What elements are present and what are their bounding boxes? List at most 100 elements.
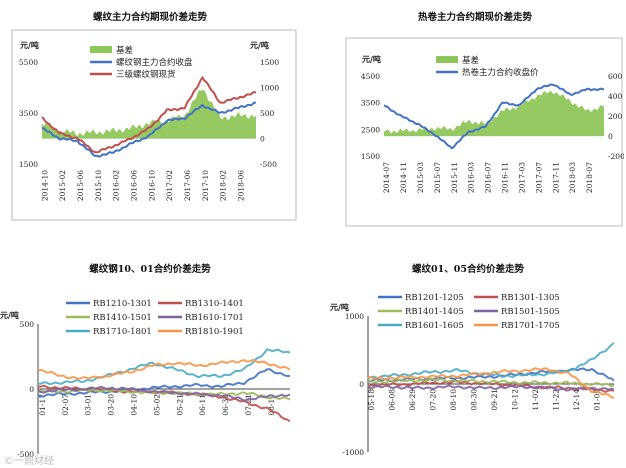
legend-label: 三级螺纹钢现货	[116, 69, 176, 80]
x-tick-label: 2016-07	[484, 162, 493, 193]
legend-swatch	[90, 46, 112, 53]
right-tick-label: -500	[260, 160, 277, 169]
series-line	[41, 75, 257, 154]
watermark: ©一鼎财经	[4, 456, 54, 467]
left-unit-label: 元/吨	[362, 54, 381, 64]
x-tick-label: 06-30	[221, 394, 230, 416]
x-tick-label: 06-11	[198, 394, 207, 416]
legend-label: RB1401-1405	[405, 307, 464, 317]
legend-label: RB1310-1401	[185, 299, 244, 309]
right-tick-label: -200	[608, 152, 624, 161]
series-line	[367, 377, 615, 388]
x-tick-label: 12-14	[572, 389, 581, 411]
series-line	[367, 379, 615, 393]
x-tick-label: 01-05	[593, 389, 602, 411]
x-tick-label: 2014-11	[399, 162, 408, 193]
x-tick-label: 2018-07	[585, 162, 594, 193]
series-line	[367, 384, 615, 392]
x-tick-label: 08-10	[267, 394, 276, 416]
x-tick-label: 2017-02	[165, 170, 174, 201]
x-tick-label: 03-01	[84, 394, 93, 416]
x-tick-label: 2017-11	[551, 162, 560, 193]
left-tick-label: 4500	[361, 72, 380, 81]
left-tick-label: 2500	[361, 125, 380, 134]
x-tick-label: 08-10	[449, 389, 458, 411]
x-tick-label: 2018-03	[568, 162, 577, 193]
series-line	[383, 83, 605, 150]
right-tick-label: 600	[608, 72, 623, 81]
chart-panel-rebar-basis: 螺纹主力合约期现价差走势 5500 3500 1500 1500 1000 500 0 -500…	[0, 0, 300, 235]
x-tick-label: 06-08	[388, 389, 397, 411]
chart-svg: 螺纹01、05合约价差走势 1000 0 -1000 元/吨 05-18 06-08 06-2…	[330, 263, 615, 457]
legend-label: RB1301-1305	[501, 293, 560, 303]
legend-label: RB1810-1901	[185, 327, 244, 337]
x-tick-label: 05-02	[152, 394, 161, 416]
series-line	[367, 367, 615, 399]
right-tick-label: 0	[260, 135, 265, 144]
chart-svg: 热卷主力合约期现价差走势 4500 3500 2500 1500 600 400 200 0 -2…	[345, 11, 625, 227]
legend-label: RB1701-1705	[501, 321, 560, 331]
legend-label: 基差	[116, 45, 133, 56]
x-tick-label: 11-22	[552, 389, 561, 411]
basis-area	[42, 89, 256, 139]
x-tick-label: 2015-07	[433, 162, 442, 193]
series-line	[37, 385, 291, 402]
legend-label: RB1410-1501	[93, 313, 152, 323]
x-tick-label: 2015-06	[76, 170, 85, 201]
right-tick-label: 1000	[260, 84, 279, 93]
chart-frame	[345, 37, 623, 227]
x-tick-label: 05-21	[175, 394, 184, 416]
chart-svg: 螺纹钢10、01合约价差走势 500 0 -500 元/吨 01-17 02-07 03-01…	[0, 263, 291, 459]
left-tick-label: -1000	[342, 448, 364, 457]
x-tick-label: 2015-02	[58, 170, 67, 201]
left-tick-label: 1500	[361, 152, 380, 161]
chart-title: 螺纹主力合约期现价差走势	[93, 11, 208, 23]
x-tick-label: 11-02	[531, 389, 540, 411]
series-line	[38, 348, 291, 386]
x-tick-label: 2016-06	[130, 170, 139, 201]
x-tick-label: 2018-06	[237, 170, 246, 201]
legend-swatch	[436, 56, 458, 63]
x-tick-label: 01-17	[38, 394, 47, 416]
legend-label: 热卷主力合约收盘价	[462, 67, 539, 78]
left-tick-label: 1500	[19, 160, 38, 169]
x-tick-label: 07-20	[429, 389, 438, 411]
left-unit-label: 元/吨	[20, 40, 39, 50]
x-tick-label: 10-12	[511, 389, 520, 411]
x-tick-label: 2017-06	[183, 170, 192, 201]
series-line	[37, 387, 291, 401]
x-tick-label: 2016-02	[112, 170, 121, 201]
x-tick-label: 2015-11	[450, 162, 459, 193]
x-tick-label: 2016-10	[147, 170, 156, 201]
x-tick-label: 02-07	[61, 394, 70, 416]
right-tick-label: 500	[260, 109, 275, 118]
chart-frame	[11, 29, 297, 221]
x-tick-label: 2018-02	[219, 170, 228, 201]
x-tick-label: 2014-07	[382, 162, 391, 193]
series-line	[37, 358, 291, 380]
left-tick-label: 500	[20, 320, 35, 329]
right-tick-label: 400	[608, 92, 623, 101]
series-line	[37, 368, 290, 398]
x-tick-label: 2015-03	[416, 162, 425, 193]
x-tick-label: 03-20	[107, 394, 116, 416]
legend-label: 基差	[462, 55, 479, 66]
legend-label: RB1710-1801	[93, 327, 152, 337]
legend-label: RB1501-1505	[501, 307, 560, 317]
legend-label: RB1201-1205	[405, 293, 464, 303]
x-tick-label: 2017-10	[201, 170, 210, 201]
left-tick-label: 1000	[345, 312, 364, 321]
x-tick-label: 09-21	[490, 389, 499, 411]
right-tick-label: 0	[608, 132, 613, 141]
right-unit-label: 元/吨	[250, 40, 269, 50]
chart-svg: 螺纹主力合约期现价差走势 5500 3500 1500 1500 1000 500 0 -500…	[11, 11, 297, 221]
left-tick-label: 3500	[19, 109, 38, 118]
x-tick-label: 2016-11	[501, 162, 510, 193]
x-tick-label: 05-18	[367, 389, 376, 411]
left-unit-label: 元/吨	[0, 310, 19, 320]
legend-label: RB1601-1605	[405, 321, 464, 331]
x-tick-label: 2016-03	[467, 162, 476, 193]
x-tick-label: 04-10	[130, 394, 139, 416]
left-tick-label: 0	[359, 380, 364, 389]
left-tick-label: -500	[17, 450, 34, 459]
